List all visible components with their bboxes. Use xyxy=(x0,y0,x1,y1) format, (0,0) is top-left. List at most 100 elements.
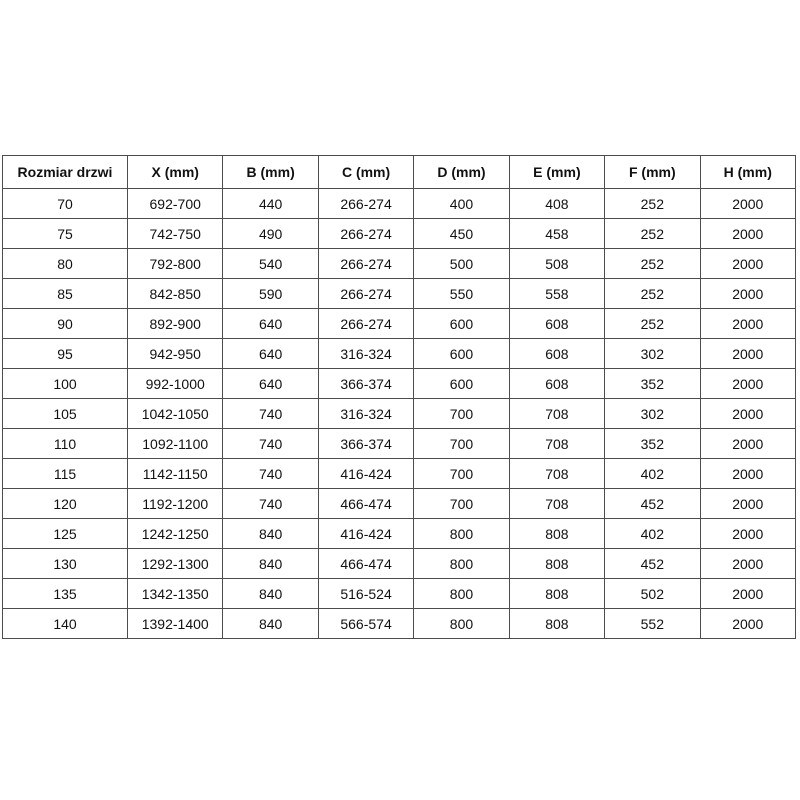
table-cell: 85 xyxy=(2,278,128,309)
table-row: 110 1092-1100 740 366-374 700 708 352 2000 xyxy=(2,428,797,459)
table-row: 105 1042-1050 740 316-324 700 708 302 2000 xyxy=(2,398,797,429)
table-cell: 508 xyxy=(508,248,606,279)
table-cell: 450 xyxy=(413,218,510,249)
table-cell: 1192-1200 xyxy=(126,488,224,519)
table-cell: 90 xyxy=(2,308,128,339)
table-cell: 135 xyxy=(2,578,128,609)
table-cell: 2000 xyxy=(699,248,797,279)
table-row: 90 892-900 640 266-274 600 608 252 2000 xyxy=(2,308,797,339)
table-cell: 266-274 xyxy=(317,308,415,339)
table-cell: 366-374 xyxy=(317,368,415,399)
table-cell: 466-474 xyxy=(317,488,415,519)
table-cell: 552 xyxy=(604,608,701,639)
table-row: 125 1242-1250 840 416-424 800 808 402 2000 xyxy=(2,518,797,549)
table-cell: 516-524 xyxy=(317,578,415,609)
table-cell: 590 xyxy=(222,278,319,309)
table-cell: 110 xyxy=(2,428,128,459)
table-cell: 608 xyxy=(508,368,606,399)
table-cell: 808 xyxy=(508,548,606,579)
table-cell: 2000 xyxy=(699,488,797,519)
table-cell: 708 xyxy=(508,458,606,489)
table-cell: 1392-1400 xyxy=(126,608,224,639)
table-cell: 440 xyxy=(222,188,319,219)
table-cell: 2000 xyxy=(699,458,797,489)
column-header: Rozmiar drzwi xyxy=(2,155,128,189)
table-cell: 700 xyxy=(413,398,510,429)
table-cell: 252 xyxy=(604,218,701,249)
table-cell: 266-274 xyxy=(317,278,415,309)
table-cell: 266-274 xyxy=(317,218,415,249)
table-cell: 740 xyxy=(222,458,319,489)
table-cell: 700 xyxy=(413,428,510,459)
table-cell: 608 xyxy=(508,338,606,369)
table-cell: 800 xyxy=(413,548,510,579)
table-cell: 252 xyxy=(604,308,701,339)
table-cell: 840 xyxy=(222,548,319,579)
table-cell: 452 xyxy=(604,488,701,519)
column-header: D (mm) xyxy=(413,155,510,189)
table-row: 120 1192-1200 740 466-474 700 708 452 2000 xyxy=(2,488,797,519)
table-cell: 352 xyxy=(604,428,701,459)
table-cell: 708 xyxy=(508,428,606,459)
table-cell: 742-750 xyxy=(126,218,224,249)
table-cell: 840 xyxy=(222,578,319,609)
table-cell: 1142-1150 xyxy=(126,458,224,489)
table-row: 85 842-850 590 266-274 550 558 252 2000 xyxy=(2,278,797,309)
table-cell: 490 xyxy=(222,218,319,249)
table-cell: 540 xyxy=(222,248,319,279)
table-cell: 2000 xyxy=(699,578,797,609)
table-cell: 2000 xyxy=(699,188,797,219)
table-cell: 992-1000 xyxy=(126,368,224,399)
table-cell: 500 xyxy=(413,248,510,279)
table-cell: 740 xyxy=(222,428,319,459)
table-cell: 840 xyxy=(222,518,319,549)
table-cell: 892-900 xyxy=(126,308,224,339)
table-cell: 402 xyxy=(604,518,701,549)
table-row: 95 942-950 640 316-324 600 608 302 2000 xyxy=(2,338,797,369)
table-cell: 740 xyxy=(222,488,319,519)
table-cell: 402 xyxy=(604,458,701,489)
table-cell: 100 xyxy=(2,368,128,399)
table-cell: 2000 xyxy=(699,218,797,249)
table-cell: 2000 xyxy=(699,518,797,549)
table-cell: 416-424 xyxy=(317,518,415,549)
table-cell: 140 xyxy=(2,608,128,639)
table-cell: 942-950 xyxy=(126,338,224,369)
table-cell: 252 xyxy=(604,188,701,219)
table-cell: 2000 xyxy=(699,398,797,429)
table-cell: 708 xyxy=(508,488,606,519)
table-cell: 416-424 xyxy=(317,458,415,489)
table-cell: 2000 xyxy=(699,548,797,579)
table-cell: 105 xyxy=(2,398,128,429)
table-cell: 266-274 xyxy=(317,248,415,279)
table-cell: 2000 xyxy=(699,428,797,459)
table-cell: 640 xyxy=(222,368,319,399)
table-cell: 302 xyxy=(604,398,701,429)
table-cell: 808 xyxy=(508,578,606,609)
table-cell: 640 xyxy=(222,308,319,339)
table-cell: 842-850 xyxy=(126,278,224,309)
table-cell: 115 xyxy=(2,458,128,489)
table-cell: 550 xyxy=(413,278,510,309)
table-head: Rozmiar drzwi X (mm) B (mm) C (mm) D (mm) E (… xyxy=(2,155,797,189)
table-cell: 2000 xyxy=(699,368,797,399)
table-cell: 2000 xyxy=(699,608,797,639)
table-cell: 740 xyxy=(222,398,319,429)
table-row: 130 1292-1300 840 466-474 800 808 452 2000 xyxy=(2,548,797,579)
table-cell: 366-374 xyxy=(317,428,415,459)
table-cell: 1342-1350 xyxy=(126,578,224,609)
column-header: F (mm) xyxy=(604,155,701,189)
table-cell: 700 xyxy=(413,458,510,489)
table-row: 140 1392-1400 840 566-574 800 808 552 2000 xyxy=(2,608,797,639)
table-cell: 302 xyxy=(604,338,701,369)
table-cell: 840 xyxy=(222,608,319,639)
table-row: 115 1142-1150 740 416-424 700 708 402 2000 xyxy=(2,458,797,489)
table-cell: 252 xyxy=(604,278,701,309)
table-cell: 125 xyxy=(2,518,128,549)
table-cell: 266-274 xyxy=(317,188,415,219)
column-header: E (mm) xyxy=(508,155,606,189)
table-row: 80 792-800 540 266-274 500 508 252 2000 xyxy=(2,248,797,279)
table-cell: 800 xyxy=(413,608,510,639)
table-body: 70 692-700 440 266-274 400 408 252 2000 75 742-75… xyxy=(2,188,797,639)
